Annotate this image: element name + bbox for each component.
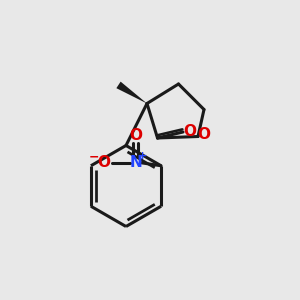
Text: O: O bbox=[197, 128, 210, 142]
Text: −: − bbox=[89, 151, 99, 164]
Polygon shape bbox=[116, 82, 147, 104]
Text: N: N bbox=[129, 155, 142, 170]
Text: +: + bbox=[137, 151, 147, 161]
Text: O: O bbox=[183, 124, 196, 140]
Text: O: O bbox=[129, 128, 142, 143]
Text: O: O bbox=[98, 155, 111, 170]
